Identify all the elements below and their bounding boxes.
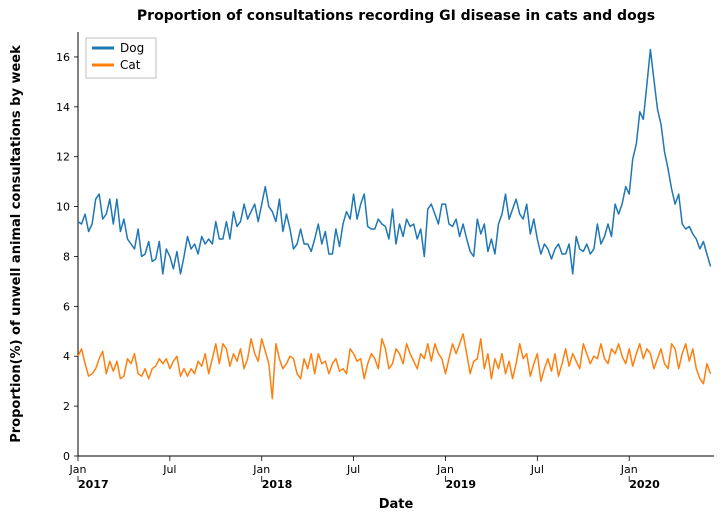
svg-text:6: 6 (63, 300, 70, 313)
svg-text:14: 14 (56, 101, 70, 114)
svg-text:10: 10 (56, 201, 70, 214)
svg-text:2: 2 (63, 400, 70, 413)
x-axis-label: Date (379, 497, 414, 512)
svg-text:2020: 2020 (629, 478, 660, 491)
svg-text:Jan: Jan (252, 463, 270, 476)
legend-label-cat: Cat (120, 58, 141, 72)
svg-text:0: 0 (63, 450, 70, 463)
gi-disease-chart: 0 2 4 6 8 10 12 14 16 Jan Jul Jan Jul Jan Jul Jan 2017 20… (0, 0, 724, 519)
svg-text:Jul: Jul (346, 463, 360, 476)
svg-text:2017: 2017 (78, 478, 109, 491)
svg-text:Jan: Jan (620, 463, 638, 476)
svg-text:16: 16 (56, 51, 70, 64)
svg-text:Jul: Jul (530, 463, 544, 476)
svg-text:Jan: Jan (436, 463, 454, 476)
svg-text:12: 12 (56, 151, 70, 164)
svg-text:4: 4 (63, 350, 70, 363)
chart-title: Proportion of consultations recording GI… (137, 8, 655, 24)
svg-text:2018: 2018 (262, 478, 293, 491)
y-axis-label: Proportion(%) of unwell animal consultat… (9, 45, 24, 443)
svg-text:Jan: Jan (69, 463, 87, 476)
svg-text:Jul: Jul (162, 463, 176, 476)
legend-label-dog: Dog (120, 41, 144, 55)
svg-text:8: 8 (63, 250, 70, 263)
svg-text:2019: 2019 (445, 478, 476, 491)
